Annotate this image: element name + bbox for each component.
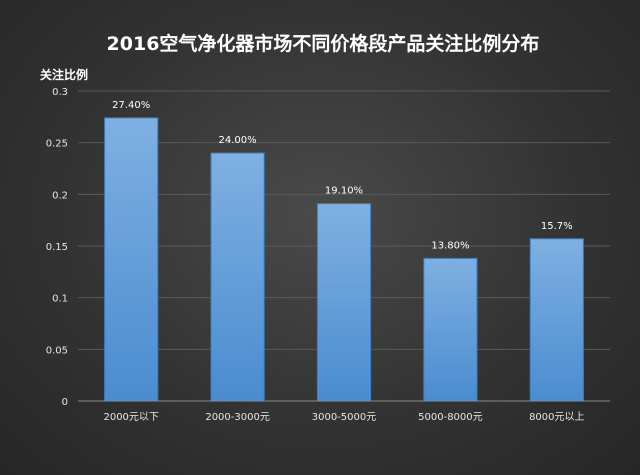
data-labels: 27.40% 24.00% 19.10% 13.80% 15.7%	[112, 100, 573, 252]
bar	[210, 152, 265, 402]
x-tick-label: 5000-8000元	[418, 412, 483, 423]
chart-title: 2016空气净化器市场不同价格段产品关注比例分布	[107, 32, 540, 55]
x-tick-label: 3000-5000元	[312, 412, 377, 423]
y-axis-ticks: 0 0.05 0.1 0.15 0.2 0.25 0.3	[46, 87, 68, 408]
y-tick-label: 0.3	[52, 87, 68, 98]
data-label: 15.7%	[541, 221, 573, 232]
y-tick-label: 0.25	[46, 139, 68, 150]
y-tick-label: 0.2	[52, 190, 68, 201]
y-tick-label: 0.15	[46, 242, 68, 253]
x-tick-label: 8000元以上	[529, 411, 584, 423]
y-tick-label: 0	[62, 397, 68, 408]
x-axis-ticks: 2000元以下 2000-3000元 3000-5000元 5000-8000元 800…	[103, 411, 584, 423]
y-tick-label: 0.1	[52, 294, 68, 305]
x-tick-label: 2000元以下	[103, 412, 158, 423]
bar	[104, 117, 159, 402]
bars	[104, 117, 584, 402]
y-axis-label: 关注比例	[40, 67, 88, 82]
data-label: 24.00%	[219, 135, 257, 146]
bar	[423, 257, 478, 402]
bar	[529, 238, 584, 402]
data-label: 19.10%	[325, 186, 363, 197]
data-label: 27.40%	[112, 100, 150, 111]
x-tick-label: 2000-3000元	[205, 412, 270, 423]
bar	[316, 203, 372, 402]
y-tick-label: 0.05	[46, 345, 68, 356]
data-label: 13.80%	[431, 240, 469, 251]
